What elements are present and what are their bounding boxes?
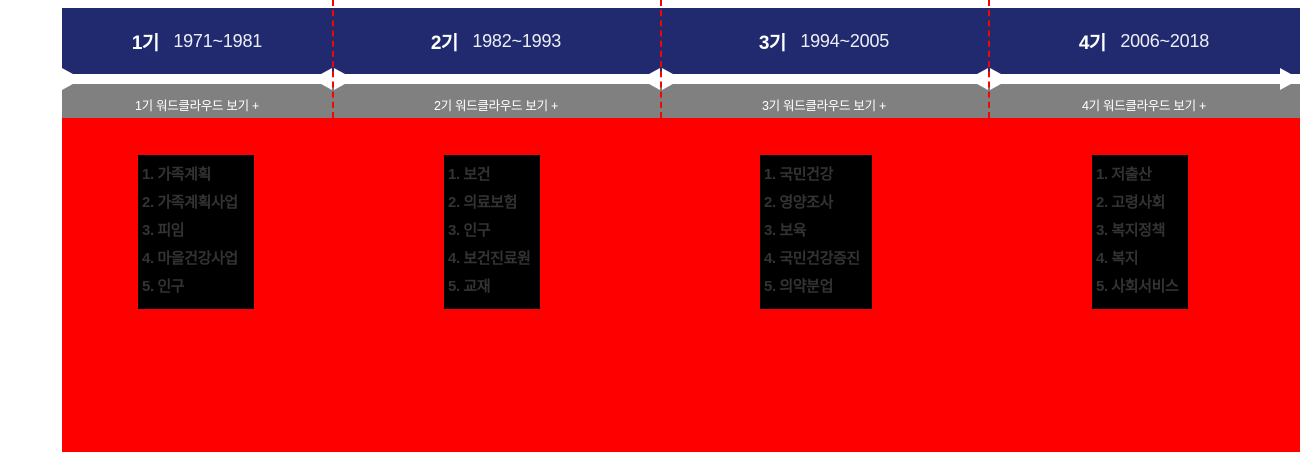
period-label-4: 4기 xyxy=(1078,32,1107,54)
word-rank: 2. xyxy=(764,194,776,211)
word-term: 복지 xyxy=(1111,250,1139,267)
word-term: 고령사회 xyxy=(1111,194,1166,211)
list-item[interactable]: 5. 인구 xyxy=(142,273,250,301)
word-rank: 3. xyxy=(448,222,460,239)
word-term: 마을건강사업 xyxy=(157,250,239,267)
word-term: 인구 xyxy=(463,222,491,239)
period-header-1[interactable]: 1기 1971~1981 xyxy=(62,8,332,74)
word-term: 사회서비스 xyxy=(1111,278,1179,295)
word-rank: 2. xyxy=(142,194,154,211)
wordcloud-link-1[interactable]: 1기 워드클라우드 보기 + xyxy=(62,84,332,124)
word-term: 교재 xyxy=(463,278,491,295)
word-rank: 5. xyxy=(1096,278,1108,295)
timeline-widget: 1기 1971~1981 2기 1982~1993 3기 1994~2005 4… xyxy=(62,0,1300,452)
word-rank: 1. xyxy=(764,166,776,183)
word-term: 국민건강증진 xyxy=(779,250,861,267)
word-term: 피임 xyxy=(157,222,185,239)
period-label-2: 2기 xyxy=(430,32,459,54)
wordcloud-link-label-3: 3기 워드클라우드 보기 + xyxy=(762,98,886,113)
period-header-3[interactable]: 3기 1994~2005 xyxy=(660,8,988,74)
word-term: 보건 xyxy=(463,166,491,183)
word-term: 인구 xyxy=(157,278,185,295)
word-rank: 5. xyxy=(448,278,460,295)
list-item[interactable]: 4. 복지 xyxy=(1096,245,1184,273)
list-item[interactable]: 4. 국민건강증진 xyxy=(764,245,868,273)
wordcloud-link-bar: 1기 워드클라우드 보기 + 2기 워드클라우드 보기 + 3기 워드클라우드 … xyxy=(62,84,1300,124)
word-rank: 2. xyxy=(448,194,460,211)
word-rank: 4. xyxy=(448,250,460,267)
word-list-2: 1. 보건 2. 의료보험 3. 인구 4. 보건진료원 5. 교재 xyxy=(444,155,540,309)
list-item[interactable]: 1. 국민건강 xyxy=(764,161,868,189)
word-list-4: 1. 저출산 2. 고령사회 3. 복지정책 4. 복지 5. 사회서비스 xyxy=(1092,155,1188,309)
word-term: 가족계획 xyxy=(157,166,212,183)
list-item[interactable]: 3. 보육 xyxy=(764,217,868,245)
word-term: 의약분업 xyxy=(779,278,834,295)
word-term: 저출산 xyxy=(1111,166,1153,183)
list-item[interactable]: 1. 보건 xyxy=(448,161,536,189)
list-item[interactable]: 5. 의약분업 xyxy=(764,273,868,301)
period-label-1: 1기 xyxy=(131,32,160,54)
wordlist-content-panel: 1. 가족계획 2. 가족계획사업 3. 피임 4. 마을건강사업 5. 인구 … xyxy=(62,118,1300,452)
word-list-3: 1. 국민건강 2. 영양조사 3. 보육 4. 국민건강증진 5. 의약분업 xyxy=(760,155,872,309)
word-list-1: 1. 가족계획 2. 가족계획사업 3. 피임 4. 마을건강사업 5. 인구 xyxy=(138,155,254,309)
word-rank: 2. xyxy=(1096,194,1108,211)
wordcloud-link-2[interactable]: 2기 워드클라우드 보기 + xyxy=(332,84,660,124)
list-item[interactable]: 4. 보건진료원 xyxy=(448,245,536,273)
word-rank: 5. xyxy=(764,278,776,295)
wordcloud-link-label-1: 1기 워드클라우드 보기 + xyxy=(135,98,259,113)
word-rank: 4. xyxy=(764,250,776,267)
period-header-bar: 1기 1971~1981 2기 1982~1993 3기 1994~2005 4… xyxy=(62,8,1300,74)
period-years-4: 2006~2018 xyxy=(1120,30,1210,51)
word-rank: 1. xyxy=(142,166,154,183)
list-item[interactable]: 4. 마을건강사업 xyxy=(142,245,250,273)
word-term: 국민건강 xyxy=(779,166,834,183)
word-rank: 1. xyxy=(1096,166,1108,183)
period-header-4[interactable]: 4기 2006~2018 xyxy=(988,8,1300,74)
word-rank: 4. xyxy=(142,250,154,267)
word-term: 가족계획사업 xyxy=(157,194,239,211)
list-item[interactable]: 2. 영양조사 xyxy=(764,189,868,217)
word-term: 복지정책 xyxy=(1111,222,1166,239)
list-item[interactable]: 2. 고령사회 xyxy=(1096,189,1184,217)
word-term: 의료보험 xyxy=(463,194,518,211)
list-item[interactable]: 1. 저출산 xyxy=(1096,161,1184,189)
wordcloud-link-label-2: 2기 워드클라우드 보기 + xyxy=(434,98,558,113)
timeline-axis-row xyxy=(62,74,1300,84)
period-years-2: 1982~1993 xyxy=(472,30,562,51)
period-years-1: 1971~1981 xyxy=(173,30,263,51)
list-item[interactable]: 2. 가족계획사업 xyxy=(142,189,250,217)
list-item[interactable]: 5. 사회서비스 xyxy=(1096,273,1184,301)
list-item[interactable]: 1. 가족계획 xyxy=(142,161,250,189)
list-item[interactable]: 3. 피임 xyxy=(142,217,250,245)
word-rank: 3. xyxy=(764,222,776,239)
list-item[interactable]: 3. 복지정책 xyxy=(1096,217,1184,245)
period-years-3: 1994~2005 xyxy=(800,30,890,51)
period-label-3: 3기 xyxy=(758,32,787,54)
list-item[interactable]: 2. 의료보험 xyxy=(448,189,536,217)
word-rank: 3. xyxy=(142,222,154,239)
word-term: 영양조사 xyxy=(779,194,834,211)
wordcloud-link-3[interactable]: 3기 워드클라우드 보기 + xyxy=(660,84,988,124)
period-header-2[interactable]: 2기 1982~1993 xyxy=(332,8,660,74)
wordcloud-link-4[interactable]: 4기 워드클라우드 보기 + xyxy=(988,84,1300,124)
list-item[interactable]: 3. 인구 xyxy=(448,217,536,245)
list-item[interactable]: 5. 교재 xyxy=(448,273,536,301)
word-term: 보건진료원 xyxy=(463,250,531,267)
word-rank: 1. xyxy=(448,166,460,183)
word-rank: 3. xyxy=(1096,222,1108,239)
word-rank: 4. xyxy=(1096,250,1108,267)
word-term: 보육 xyxy=(779,222,807,239)
wordcloud-link-label-4: 4기 워드클라우드 보기 + xyxy=(1082,98,1206,113)
word-rank: 5. xyxy=(142,278,154,295)
